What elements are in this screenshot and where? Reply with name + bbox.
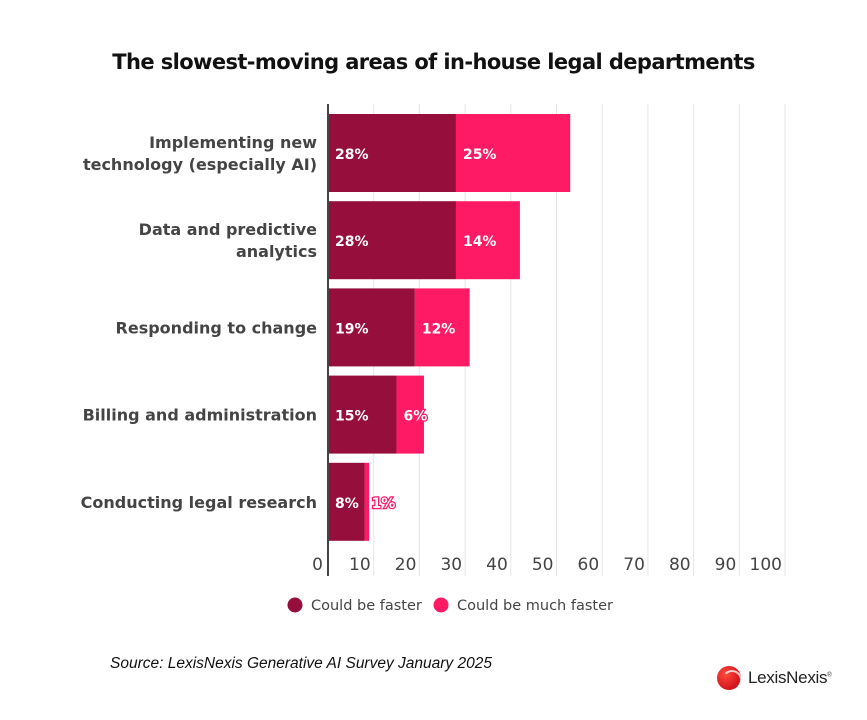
data-label: 19% [335, 321, 369, 337]
x-tick-label: 60 [578, 555, 600, 575]
data-label: 12% [422, 321, 456, 337]
category-label: technology (especially AI) [83, 155, 317, 174]
data-label: 1% [372, 496, 396, 512]
data-label: 28% [335, 147, 369, 163]
category-label: Conducting legal research [81, 493, 317, 512]
x-tick-label: 20 [395, 555, 417, 575]
legend-label: Could be faster [311, 598, 422, 614]
bar-segment-could-be-much-faster [364, 462, 370, 541]
data-label: 15% [335, 409, 369, 425]
brand-name-text: LexisNexis [748, 668, 828, 687]
category-label: Implementing new [149, 133, 317, 152]
bar-segment-could-be-faster [328, 114, 456, 192]
bar-segment-could-be-much-faster [396, 375, 424, 454]
x-tick-label: 10 [349, 555, 371, 575]
category-label: Responding to change [116, 318, 318, 337]
stacked-bar-chart: 0 10 20 30 40 50 60 70 80 90 100 28% 25% Implementing… [81, 104, 786, 614]
bar-segment-could-be-faster [328, 462, 365, 541]
lexisnexis-logo-icon [717, 666, 741, 690]
bar-segment-could-be-much-faster [455, 201, 520, 280]
registered-mark: ® [827, 672, 832, 679]
category-label: Data and predictive [139, 220, 317, 239]
category-label: Billing and administration [83, 406, 317, 425]
x-tick-label: 80 [669, 555, 691, 575]
data-label: 25% [463, 147, 497, 163]
bar-segment-could-be-faster [328, 201, 456, 280]
bar-segment-could-be-much-faster [414, 288, 470, 367]
x-tick-label: 0 [312, 555, 323, 575]
source-note: Source: LexisNexis Generative AI Survey … [110, 655, 492, 672]
x-tick-label: 40 [486, 555, 508, 575]
legend-swatch-could-be-much-faster [433, 597, 449, 613]
bar-segment-could-be-faster [328, 375, 397, 454]
x-tick-label: 90 [715, 555, 737, 575]
x-tick-label: 100 [750, 555, 782, 575]
lexisnexis-logo: LexisNexis® [717, 666, 832, 690]
data-label: 8% [335, 496, 359, 512]
bar-segment-could-be-much-faster [455, 114, 571, 192]
x-tick-label: 70 [623, 555, 645, 575]
data-label: 14% [463, 234, 497, 250]
data-label: 6% [404, 409, 428, 425]
x-tick-label: 50 [532, 555, 554, 575]
legend-label: Could be much faster [457, 598, 613, 614]
x-tick-label: 30 [440, 555, 462, 575]
legend-swatch-could-be-faster [287, 597, 303, 613]
data-label: 28% [335, 234, 369, 250]
chart-title: The slowest-moving areas of in-house leg… [112, 50, 755, 74]
brand-name: LexisNexis® [748, 668, 832, 688]
bar-segment-could-be-faster [328, 288, 415, 367]
category-label: analytics [236, 242, 317, 261]
